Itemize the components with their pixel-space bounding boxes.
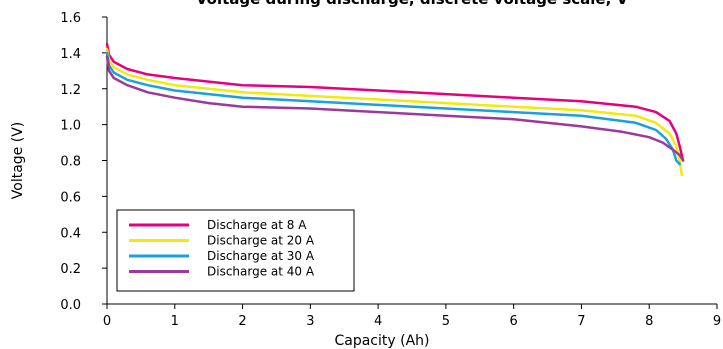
y-tick-label: 0.6 xyxy=(60,190,81,205)
y-tick-label: 1.6 xyxy=(60,11,81,26)
x-tick-label: 8 xyxy=(645,314,653,329)
y-tick-label: 0.8 xyxy=(60,155,81,170)
x-tick-label: 9 xyxy=(713,314,721,329)
x-tick-label: 3 xyxy=(306,314,314,329)
series-line-4 xyxy=(105,55,685,162)
x-tick-label: 5 xyxy=(442,314,450,329)
y-tick-label: 1.0 xyxy=(60,119,81,134)
y-tick-label: 0.0 xyxy=(60,298,81,313)
y-tick-label: 1.2 xyxy=(60,83,81,98)
y-tick-label: 1.4 xyxy=(60,47,81,62)
series-line-3 xyxy=(105,51,681,166)
x-axis-title: Capacity (Ah) xyxy=(334,333,429,349)
legend-label: Discharge at 40 A xyxy=(207,265,315,279)
x-tick-label: 4 xyxy=(374,314,382,329)
y-tick-label: 0.2 xyxy=(60,262,81,277)
legend-label: Discharge at 20 A xyxy=(207,234,315,248)
axes: 0 1 2 3 4 5 6 7 8 9 0.0 0.2 0.4 0.6 0.8 1.0 1.2 1.4 1.6 xyxy=(60,11,721,329)
x-tick-label: 2 xyxy=(238,314,246,329)
y-axis-title: Voltage (V) xyxy=(10,122,26,199)
series-line-1 xyxy=(105,42,685,162)
series-line-2 xyxy=(105,48,684,177)
legend-label: Discharge at 30 A xyxy=(207,249,315,263)
series-layer xyxy=(105,42,685,177)
x-tick-label: 1 xyxy=(171,314,179,329)
legend-label: Discharge at 8 A xyxy=(207,218,307,232)
y-tick-label: 0.4 xyxy=(60,226,81,241)
chart-title: Voltage during discharge, discrete volta… xyxy=(196,0,629,8)
x-tick-label: 7 xyxy=(577,314,585,329)
x-tick-label: 0 xyxy=(103,314,111,329)
x-tick-label: 6 xyxy=(510,314,518,329)
